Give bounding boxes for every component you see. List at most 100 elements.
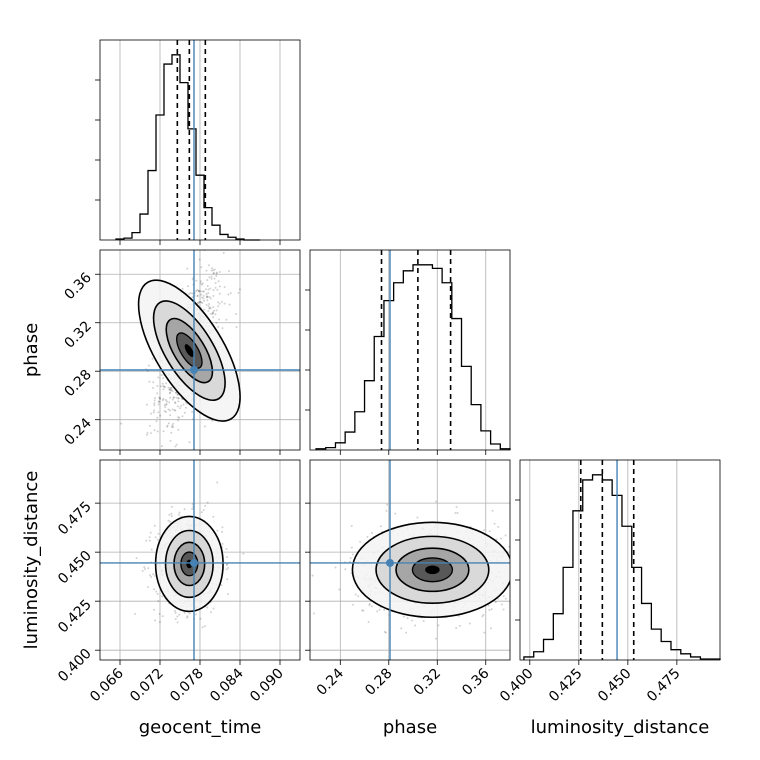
sample-point [207, 292, 210, 295]
sample-point [211, 419, 214, 422]
panel-frame-2-1 [309, 459, 511, 661]
sample-point [186, 285, 189, 288]
sample-point [178, 513, 181, 516]
sample-point [213, 268, 216, 271]
sample-point [164, 410, 167, 413]
sample-point [170, 426, 173, 429]
sample-point [171, 424, 174, 427]
sample-point [175, 391, 178, 394]
x-tick-label-luminosity_distance-0: 0.400 [497, 666, 537, 706]
sample-point [218, 285, 221, 288]
sample-point [200, 293, 203, 296]
sample-point [200, 296, 203, 299]
sample-point [153, 574, 156, 577]
sample-point [203, 425, 206, 428]
sample-point [195, 279, 198, 282]
sample-point [160, 374, 163, 377]
sample-point [161, 399, 164, 402]
y-tick-label-luminosity_distance-1: 0.425 [55, 597, 95, 637]
sample-point [176, 393, 179, 396]
sample-point [162, 524, 164, 526]
sample-point [148, 380, 151, 383]
sample-point [312, 612, 315, 615]
sample-point [493, 522, 496, 525]
sample-point [158, 397, 161, 400]
sample-point [455, 505, 458, 508]
sample-point [226, 593, 229, 596]
sample-point [411, 619, 414, 622]
sample-point [211, 242, 213, 244]
density-peak [184, 344, 194, 358]
sample-point [157, 411, 160, 414]
sample-point [206, 296, 209, 299]
sample-point [511, 561, 513, 563]
sample-point [168, 409, 171, 412]
y-tick-label-luminosity_distance-3: 0.475 [55, 499, 95, 539]
sample-point [156, 392, 159, 395]
sample-point [542, 555, 544, 557]
sample-point [196, 289, 199, 292]
sample-point [173, 454, 175, 456]
sample-point [172, 425, 175, 428]
sample-point [199, 300, 202, 303]
x-tick-label-phase-2: 0.32 [411, 666, 444, 699]
sample-point [175, 443, 178, 446]
sample-point [161, 615, 164, 618]
sample-point [165, 402, 168, 405]
sample-point [146, 431, 149, 434]
sample-point [378, 608, 381, 611]
sample-point [191, 508, 194, 511]
sample-point [359, 540, 362, 543]
sample-point [165, 382, 168, 385]
sample-point [206, 295, 209, 298]
sample-point [206, 606, 209, 609]
sample-point [183, 411, 186, 414]
sample-point [504, 534, 507, 537]
sample-point [546, 541, 548, 543]
sample-point [212, 272, 215, 275]
sample-point [135, 557, 138, 560]
sample-point [153, 399, 156, 402]
x-tick-label-geocent_time-2: 0.078 [167, 666, 207, 706]
sample-point [490, 608, 493, 611]
sample-point [201, 282, 204, 285]
sample-point [489, 627, 492, 630]
sample-point [153, 409, 156, 412]
sample-point [370, 605, 373, 608]
sample-point [213, 277, 216, 280]
sample-point [482, 613, 485, 616]
sample-point [166, 424, 169, 427]
y-tick-label-luminosity_distance-0: 0.400 [55, 646, 95, 686]
sample-point [154, 536, 157, 539]
sample-point [456, 512, 459, 515]
x-tick-label-phase-3: 0.36 [459, 665, 492, 698]
sample-point [179, 407, 182, 410]
truth-point-luminosity_distance_vs_phase [386, 558, 394, 567]
x-axis-label-geocent-time: geocent_time [139, 717, 262, 738]
sample-point [221, 542, 224, 545]
sample-point [168, 391, 171, 394]
sample-point [186, 616, 189, 619]
sample-point [221, 327, 224, 330]
sample-point [514, 580, 516, 582]
histogram-phase [315, 264, 511, 450]
sample-point [222, 251, 225, 254]
sample-point [170, 386, 173, 389]
sample-point [145, 403, 148, 406]
sample-point [523, 561, 525, 563]
sample-point [166, 425, 169, 428]
sample-point [351, 553, 354, 556]
sample-point [164, 406, 167, 409]
sample-point [207, 309, 210, 312]
sample-point [180, 490, 182, 492]
sample-point [212, 515, 215, 518]
sample-point [226, 563, 229, 566]
sample-point [311, 574, 314, 577]
sample-point [153, 588, 156, 591]
sample-point [158, 620, 161, 623]
sample-point [488, 609, 491, 612]
sample-point [227, 566, 230, 569]
truth-point-phase_vs_geocent_time [190, 366, 198, 374]
sample-point [206, 284, 209, 287]
sample-point [209, 307, 212, 310]
